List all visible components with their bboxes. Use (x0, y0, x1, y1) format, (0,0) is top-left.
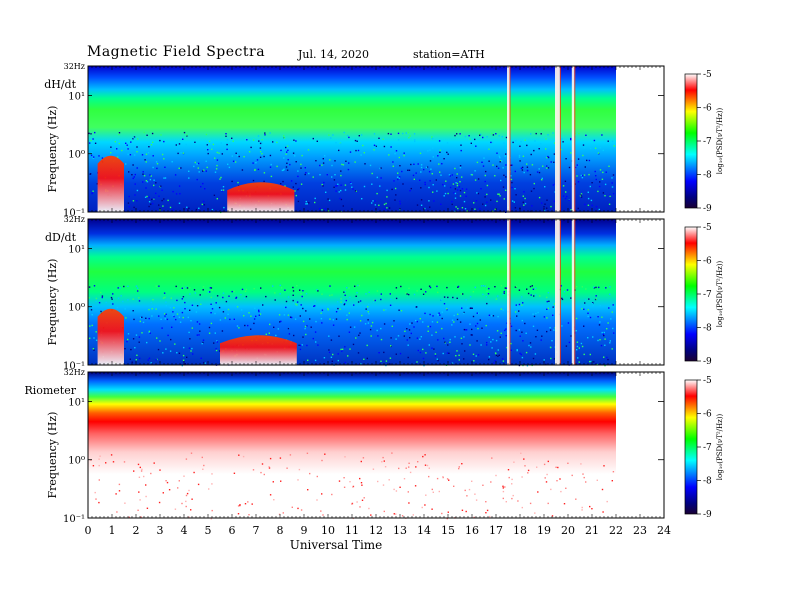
transient-spike (557, 219, 560, 365)
colorbar-tick-label: -6 (703, 410, 712, 420)
transient-spike (555, 66, 558, 212)
x-tick-label: 14 (417, 524, 431, 537)
colorbar: -5 -6 -7 -8 -9 log₁₀(PSD(νT²/Hz)) (684, 376, 724, 520)
y-tick-label: 10⁻¹ (63, 208, 85, 219)
x-tick-label: 13 (393, 524, 407, 537)
x-tick-label: 20 (561, 524, 575, 537)
colorbar-tick-label: -5 (703, 376, 712, 386)
chart-title: Magnetic Field Spectra (87, 44, 266, 60)
y-top-label: 32Hz (64, 62, 85, 71)
x-tick-label: 22 (609, 524, 623, 537)
spectrogram-speckle (88, 131, 615, 214)
chart-date: Jul. 14, 2020 (298, 48, 369, 61)
transient-spike-edge (559, 219, 561, 365)
y-tick-label: 10¹ (68, 244, 85, 255)
transient-spike (571, 219, 575, 365)
x-tick-label: 10 (321, 524, 335, 537)
lowfreq-burst (227, 182, 295, 212)
x-tick-label: 4 (181, 524, 188, 537)
colorbar-tick-label: -9 (703, 204, 712, 214)
colorbar-scale (684, 226, 698, 362)
colorbar-label: log₁₀(PSD(νT²/Hz)) (716, 414, 724, 481)
x-tick-label: 3 (157, 524, 164, 537)
y-top-label: 32Hz (64, 368, 85, 377)
y-tick-label: 10⁰ (68, 303, 85, 314)
spectrogram-image (88, 372, 616, 518)
colorbar-tick-label: -8 (703, 171, 712, 181)
colorbar-label: log₁₀(PSD(νT²/Hz)) (716, 261, 724, 328)
colorbar-tick-label: -6 (703, 257, 712, 267)
spectrogram-image (88, 219, 616, 365)
x-tick-label: 12 (369, 524, 383, 537)
panel-label: Riometer (24, 384, 76, 397)
x-tick-label: 19 (537, 524, 551, 537)
colorbar-tick-label: -6 (703, 104, 712, 114)
spectrogram-speckle (90, 452, 615, 520)
spectrogram-image (88, 66, 616, 212)
transient-spike (507, 219, 510, 365)
lowfreq-burst (97, 308, 124, 365)
transient-spike-edge (509, 219, 511, 365)
colorbar-label: log₁₀(PSD(νT²/Hz)) (716, 108, 724, 175)
transient-spike (507, 66, 510, 212)
x-tick-label: 1 (109, 524, 116, 537)
transient-spike (557, 66, 560, 212)
transient-spike (555, 219, 558, 365)
colorbar: -5 -6 -7 -8 -9 log₁₀(PSD(νT²/Hz)) (684, 223, 724, 367)
x-tick-label: 8 (277, 524, 284, 537)
colorbar-tick-label: -7 (703, 290, 712, 300)
y-tick-label: 10⁻¹ (63, 361, 85, 372)
colorbar: -5 -6 -7 -8 -9 log₁₀(PSD(νT²/Hz)) (684, 70, 724, 214)
x-tick-label: 18 (513, 524, 527, 537)
y-axis-label: Frequency (Hz) (46, 412, 59, 499)
y-tick-label: 10⁻¹ (63, 514, 85, 525)
y-tick-label: 10¹ (68, 91, 85, 102)
colorbar-tick-label: -9 (703, 357, 712, 367)
transient-spike-edge (574, 66, 576, 212)
y-tick-label: 10¹ (68, 397, 85, 408)
colorbar-tick-label: -8 (703, 324, 712, 334)
x-tick-label: 5 (205, 524, 212, 537)
x-tick-label: 23 (633, 524, 647, 537)
y-tick-label: 10⁰ (68, 150, 85, 161)
y-axis-label: Frequency (Hz) (46, 106, 59, 193)
panel-label: dH/dt (44, 78, 76, 91)
transient-spike-edge (574, 219, 576, 365)
spectrogram-panel-3: 10¹ 10⁰ 10⁻¹ 32Hz Riometer Frequency (Hz) -5 -6… (24, 368, 724, 525)
transient-spike-edge (559, 66, 561, 212)
colorbar-scale (684, 379, 698, 515)
y-axis-label: Frequency (Hz) (46, 259, 59, 346)
colorbar-tick-label: -5 (703, 223, 712, 233)
x-axis-label: Universal Time (290, 538, 383, 552)
lowfreq-burst (220, 335, 297, 365)
x-tick-label: 0 (85, 524, 92, 537)
colorbar-scale (684, 73, 698, 209)
station-label: station=ATH (413, 48, 485, 61)
panel-label: dD/dt (45, 231, 77, 244)
x-tick-label: 16 (465, 524, 479, 537)
colorbar-tick-label: -7 (703, 443, 712, 453)
transient-spike-edge (509, 66, 511, 212)
x-tick-label: 21 (585, 524, 599, 537)
colorbar-tick-label: -8 (703, 477, 712, 487)
colorbar-tick-label: -9 (703, 510, 712, 520)
y-tick-label: 10⁰ (68, 456, 85, 467)
x-tick-label: 17 (489, 524, 503, 537)
x-tick-label: 7 (253, 524, 260, 537)
x-tick-label: 6 (229, 524, 236, 537)
colorbar-tick-label: -7 (703, 137, 712, 147)
x-tick-label: 2 (133, 524, 140, 537)
x-tick-label: 15 (441, 524, 455, 537)
y-top-label: 32Hz (64, 215, 85, 224)
transient-spike (571, 66, 575, 212)
x-tick-label: 24 (657, 524, 671, 537)
lowfreq-burst (97, 155, 124, 212)
x-tick-label: 9 (301, 524, 308, 537)
x-tick-label: 11 (345, 524, 359, 537)
colorbar-tick-label: -5 (703, 70, 712, 80)
